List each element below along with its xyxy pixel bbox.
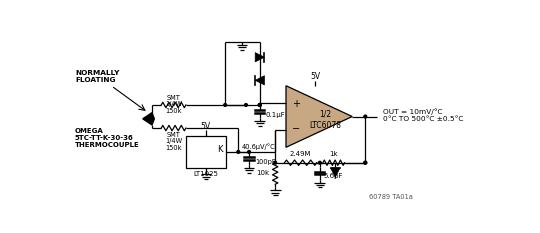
Circle shape (319, 161, 321, 164)
Text: 60789 TA01a: 60789 TA01a (369, 194, 413, 200)
Text: SMT
1/4W
150k: SMT 1/4W 150k (165, 132, 182, 151)
Circle shape (364, 161, 367, 164)
Circle shape (364, 161, 367, 164)
Polygon shape (330, 168, 340, 177)
Polygon shape (255, 76, 265, 85)
Text: 100pF: 100pF (255, 159, 276, 165)
Text: 2.49M: 2.49M (290, 151, 312, 157)
Text: OMEGA
5TC-TT-K-30-36
THERMOCOUPLE: OMEGA 5TC-TT-K-30-36 THERMOCOUPLE (75, 128, 140, 148)
Text: +: + (292, 99, 300, 109)
Circle shape (259, 104, 261, 106)
Text: 5V: 5V (310, 72, 320, 81)
Polygon shape (255, 53, 265, 62)
Circle shape (248, 151, 251, 153)
Text: LT1025: LT1025 (193, 171, 218, 177)
Circle shape (224, 104, 227, 106)
Text: 0.1μF: 0.1μF (266, 112, 286, 118)
Bar (186, 136, 226, 168)
Circle shape (245, 104, 247, 106)
Polygon shape (143, 113, 154, 125)
Text: OUT = 10mV/°C
0°C TO 500°C ±0.5°C: OUT = 10mV/°C 0°C TO 500°C ±0.5°C (383, 108, 463, 122)
Text: 5V: 5V (201, 122, 211, 131)
Circle shape (259, 104, 261, 106)
Text: −: − (292, 124, 300, 134)
Text: 40.6μV/°C: 40.6μV/°C (241, 143, 275, 150)
Circle shape (274, 161, 276, 164)
Text: 5.6pF: 5.6pF (323, 173, 343, 179)
Circle shape (259, 104, 261, 106)
Text: SMT
1/4W
150k: SMT 1/4W 150k (165, 95, 182, 114)
Text: 1/2
LTC6078: 1/2 LTC6078 (309, 110, 341, 130)
Circle shape (237, 151, 240, 153)
Text: 10k: 10k (256, 171, 270, 176)
Text: 1k: 1k (329, 151, 338, 157)
Text: NORMALLY
FLOATING: NORMALLY FLOATING (75, 70, 119, 83)
Text: K: K (217, 145, 222, 154)
Circle shape (364, 115, 367, 118)
Polygon shape (286, 86, 352, 147)
